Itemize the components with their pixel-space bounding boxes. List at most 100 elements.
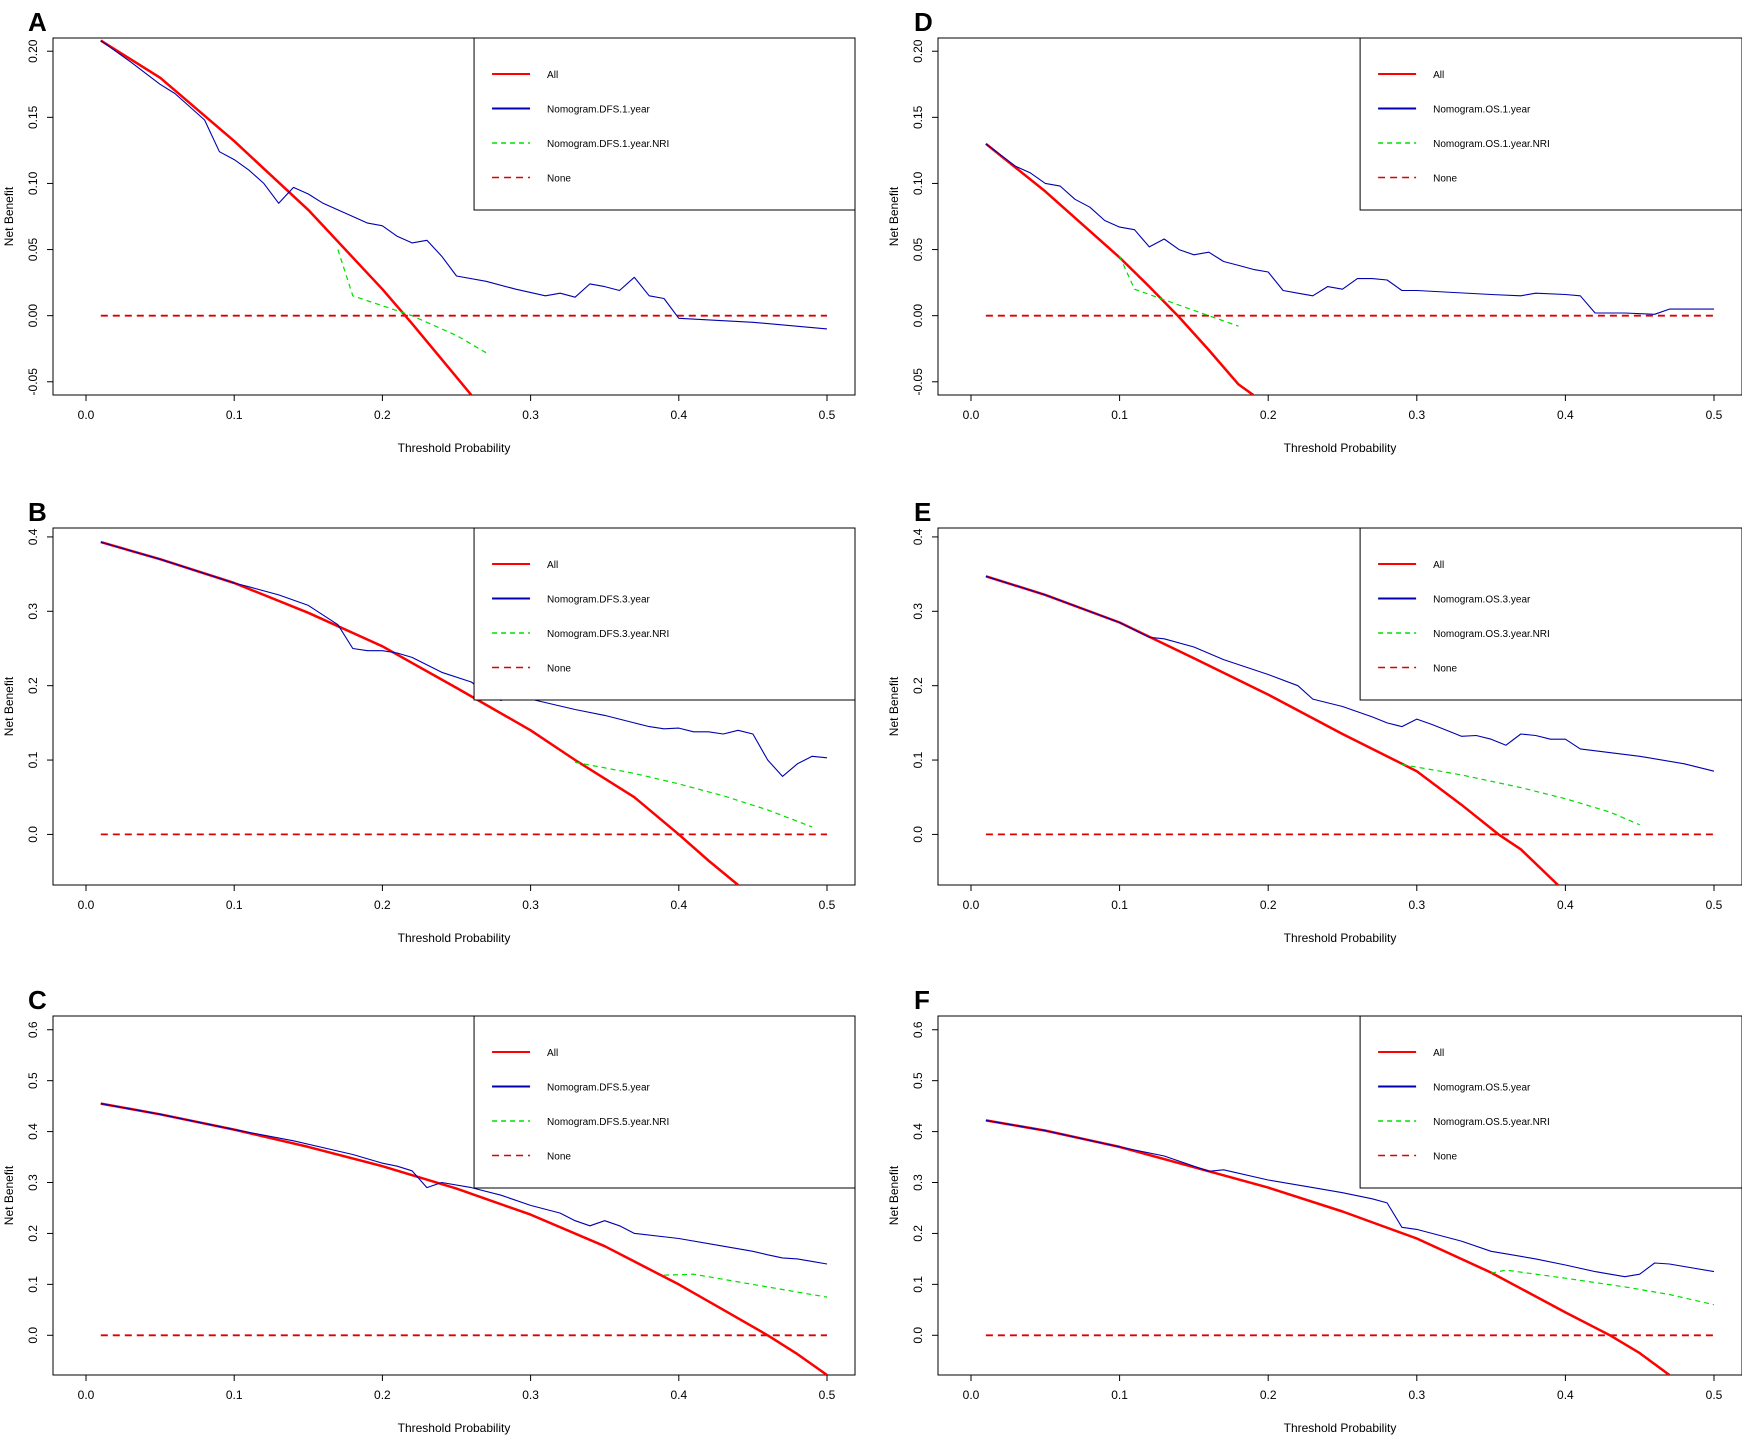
x-tick-label: 0.3 [522, 408, 539, 422]
legend-label: All [547, 70, 558, 81]
x-tick-label: 0.2 [374, 898, 391, 912]
plot-frame [937, 1015, 1742, 1376]
series-line-model [985, 143, 1714, 315]
series-line-nri [574, 761, 813, 828]
x-tick-label: 0.3 [522, 1388, 539, 1402]
y-tick-label: -0.05 [26, 368, 40, 396]
x-tick-label: 0.1 [1111, 408, 1128, 422]
y-tick-label: 0.1 [911, 1276, 925, 1293]
legend: All Nomogram.OS.3.year Nomogram.OS.3.year.… [1359, 527, 1742, 701]
x-tick-label: 0.4 [1557, 408, 1574, 422]
y-tick-label: 0.4 [26, 1123, 40, 1140]
plot-frame [52, 1015, 856, 1376]
y-tick-label: 0.4 [26, 528, 40, 545]
legend-label: Nomogram.OS.5.year.NRI [1433, 1117, 1550, 1128]
y-axis-title: Net Benefit [887, 186, 901, 246]
x-tick-label: 0.4 [1557, 1388, 1574, 1402]
y-tick-label: 0.3 [26, 603, 40, 620]
x-axis-title: Threshold Probability [1284, 441, 1397, 455]
x-axis-title: Threshold Probability [398, 441, 511, 455]
x-tick-label: 0.0 [963, 1388, 980, 1402]
legend-label: Nomogram.OS.1.year.NRI [1433, 139, 1550, 150]
panel-letter: B [28, 497, 47, 527]
x-tick-label: 0.0 [78, 898, 95, 912]
legend-label: None [547, 1152, 571, 1163]
x-tick-label: 0.5 [1706, 1388, 1723, 1402]
y-tick-label: 0.2 [911, 1225, 925, 1242]
chart-panel-a: A 0.0 0.1 0.2 0.3 0.4 0.5 -0.05 0.00 0.05 0.10 0.15… [2, 7, 856, 455]
series-line-model [985, 1119, 1715, 1278]
y-tick-label: -0.05 [911, 368, 925, 396]
y-tick-label: 0.10 [26, 171, 40, 195]
y-tick-label: 0.6 [911, 1021, 925, 1038]
plot-frame [52, 37, 856, 396]
y-tick-label: 0.00 [26, 304, 40, 328]
x-tick-label: 0.4 [670, 408, 687, 422]
x-tick-label: 0.2 [374, 408, 391, 422]
y-tick-label: 0.10 [911, 171, 925, 195]
y-tick-label: 0.4 [911, 1123, 925, 1140]
x-axis-title: Threshold Probability [398, 931, 511, 945]
y-tick-label: 0.05 [26, 238, 40, 262]
plot-frame [937, 527, 1742, 886]
y-tick-label: 0.05 [911, 238, 925, 262]
chart-panel-f: F 0.0 0.1 0.2 0.3 0.4 0.5 0.0 0.1 0.2 0.3 0.4 0.5 0.6… [887, 985, 1742, 1435]
x-tick-label: 0.3 [1408, 1388, 1425, 1402]
legend-label: Nomogram.OS.3.year.NRI [1433, 629, 1550, 640]
x-tick-label: 0.0 [78, 1388, 95, 1402]
y-tick-label: 0.1 [26, 1276, 40, 1293]
chart-panel-e: E 0.0 0.1 0.2 0.3 0.4 0.5 0.0 0.1 0.2 0.3 0.4 Thresh… [887, 497, 1742, 945]
x-tick-label: 0.3 [1408, 408, 1425, 422]
y-tick-label: 0.3 [911, 603, 925, 620]
plot-area [985, 142, 1714, 395]
y-tick-label: 0.3 [911, 1174, 925, 1191]
y-axis-title: Net Benefit [2, 186, 16, 246]
y-tick-label: 0.3 [26, 1174, 40, 1191]
x-axis-title: Threshold Probability [1284, 1421, 1397, 1435]
x-tick-label: 0.5 [1706, 898, 1723, 912]
x-tick-label: 0.4 [670, 1388, 687, 1402]
panel-letter: A [28, 7, 47, 37]
series-line-nri [337, 249, 487, 354]
x-tick-label: 0.1 [1111, 898, 1128, 912]
series-line-model [100, 40, 828, 330]
legend-label: None [1433, 174, 1457, 185]
y-tick-label: 0.15 [911, 105, 925, 129]
plot-frame [937, 37, 1742, 396]
panel-letter: C [28, 985, 47, 1015]
x-axis-title: Threshold Probability [1284, 931, 1397, 945]
legend-label: Nomogram.OS.5.year [1433, 1083, 1531, 1094]
legend-label: All [1433, 560, 1444, 571]
legend-label: Nomogram.OS.1.year [1433, 105, 1531, 116]
y-tick-label: 0.2 [26, 677, 40, 694]
y-tick-label: 0.1 [911, 751, 925, 768]
legend-label: Nomogram.DFS.1.year [547, 105, 650, 116]
y-tick-label: 0.00 [911, 304, 925, 328]
x-tick-label: 0.5 [1706, 408, 1723, 422]
legend-label: None [547, 174, 571, 185]
series-line-model [985, 575, 1715, 772]
legend-label: All [547, 560, 558, 571]
y-tick-label: 0.2 [26, 1225, 40, 1242]
legend: All Nomogram.OS.1.year Nomogram.OS.1.year.… [1359, 37, 1742, 211]
x-tick-label: 0.5 [819, 898, 836, 912]
plot-area [985, 575, 1715, 885]
legend-label: Nomogram.DFS.5.year [547, 1083, 650, 1094]
y-tick-label: 0.4 [911, 528, 925, 545]
y-axis-title: Net Benefit [887, 1165, 901, 1225]
y-tick-label: 0.1 [26, 751, 40, 768]
legend-box [1359, 1015, 1742, 1189]
y-tick-label: 0.0 [26, 1327, 40, 1344]
x-axis-title: Threshold Probability [398, 1421, 511, 1435]
y-tick-label: 0.5 [911, 1072, 925, 1089]
series-line-model [100, 1103, 828, 1265]
y-tick-label: 0.6 [26, 1021, 40, 1038]
x-tick-label: 0.5 [819, 408, 836, 422]
legend-label: Nomogram.DFS.5.year.NRI [547, 1117, 669, 1128]
legend-label: None [1433, 664, 1457, 675]
legend: All Nomogram.OS.5.year Nomogram.OS.5.year.… [1359, 1015, 1742, 1189]
legend-label: All [547, 1048, 558, 1059]
plot-area [100, 39, 828, 395]
chart-panel-d: D 0.0 0.1 0.2 0.3 0.4 0.5 -0.05 0.00 0.05 0.10 0.15… [887, 7, 1742, 455]
